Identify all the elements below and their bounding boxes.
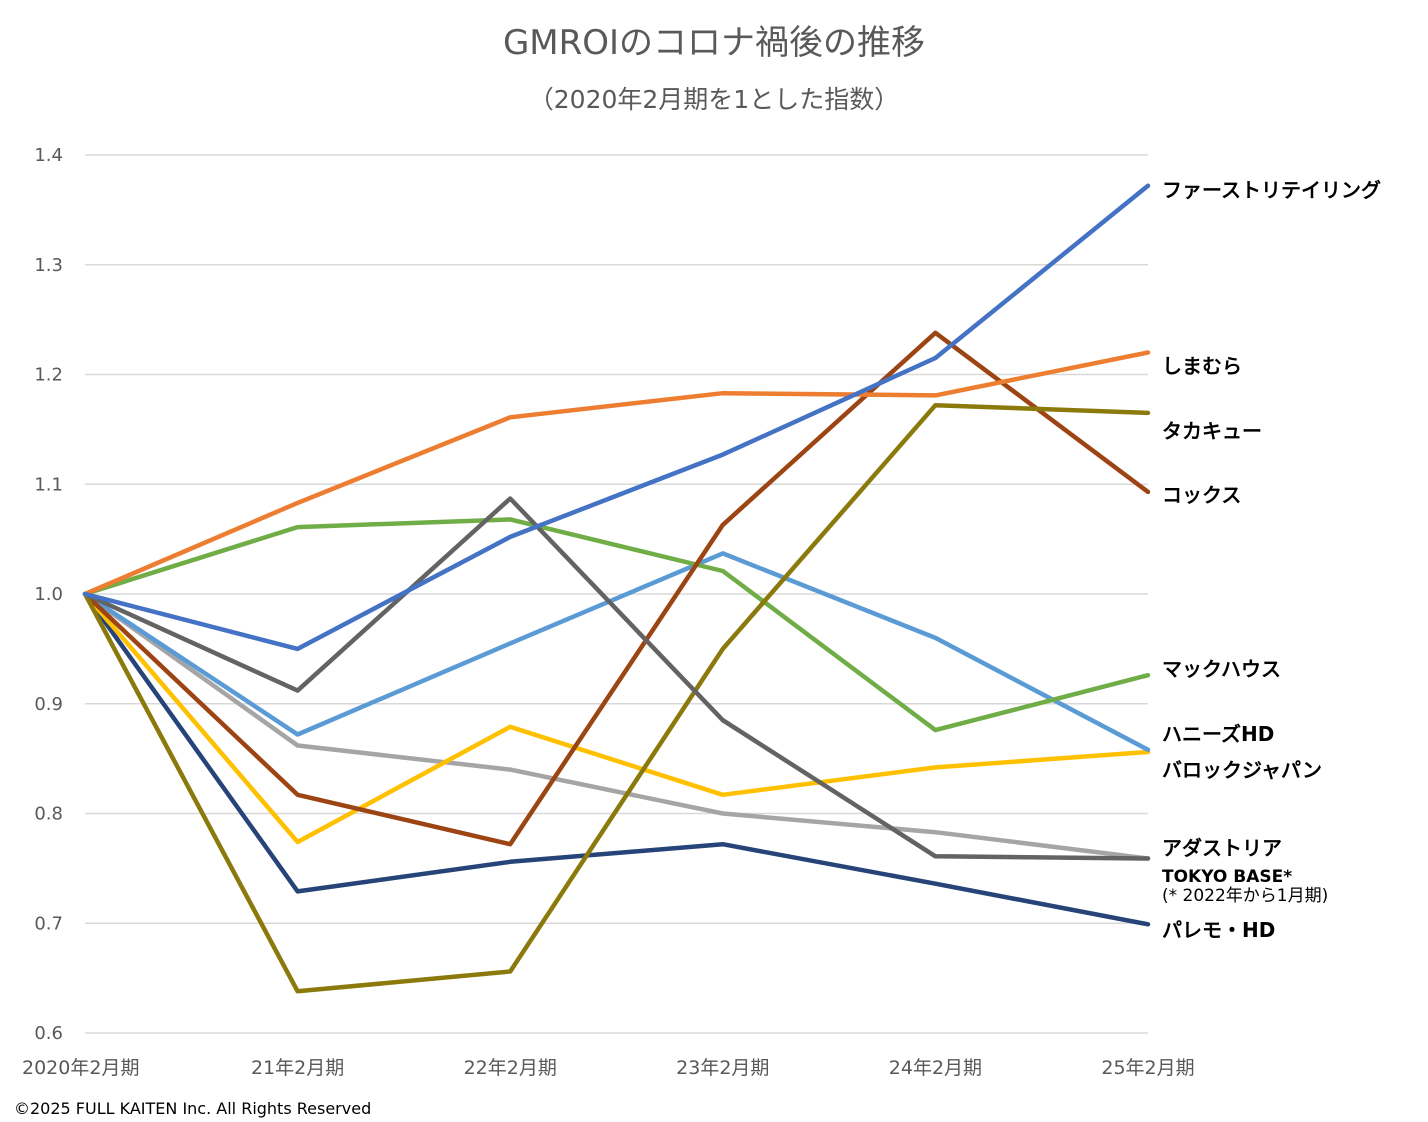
series-line-5 (82, 551, 1151, 753)
y-tick-label: 0.9 (34, 694, 63, 715)
copyright-notice: ©2025 FULL KAITEN Inc. All Rights Reserv… (14, 1099, 371, 1118)
x-tick-label: 24年2月期 (889, 1057, 982, 1079)
x-tick-label: 25年2月期 (1101, 1057, 1194, 1079)
series-line-1 (82, 350, 1151, 597)
footnote: (* 2022年から1月期) (1162, 886, 1328, 906)
x-tick-label: 21年2月期 (251, 1057, 344, 1079)
series-label-7: アダストリア (1162, 836, 1282, 860)
y-tick-label: 0.6 (34, 1023, 63, 1044)
y-tick-label: 0.7 (34, 913, 63, 934)
chart-subtitle: （2020年2月期を1とした指数） (529, 85, 899, 114)
series-label-2: タカキュー (1162, 419, 1262, 443)
series-line-8 (82, 496, 1151, 861)
gridlines (85, 154, 1148, 1034)
series-line-0 (82, 183, 1151, 652)
y-axis-ticks: 0.6 0.7 0.8 0.9 1.0 1.1 1.2 1.3 1.4 (34, 145, 63, 1044)
series-line-9 (82, 591, 1151, 927)
series-line-7 (82, 591, 1151, 861)
series-label-9: パレモ・HD (1162, 918, 1275, 942)
series-lines (82, 183, 1151, 994)
y-tick-label: 1.1 (34, 474, 63, 495)
series-line-6 (82, 591, 1151, 845)
series-label-6: バロックジャパン (1162, 758, 1322, 782)
y-tick-label: 1.3 (34, 255, 63, 276)
x-tick-label: 22年2月期 (464, 1057, 557, 1079)
series-line-4 (82, 517, 1151, 733)
series-label-5: ハニーズHD (1162, 722, 1274, 746)
x-tick-label: 23年2月期 (676, 1057, 769, 1079)
y-tick-label: 1.2 (34, 365, 63, 386)
series-line-2 (82, 402, 1151, 994)
y-tick-label: 0.8 (34, 804, 63, 825)
series-label-8: TOKYO BASE* (1162, 867, 1292, 887)
x-tick-label: 2020年2月期 (22, 1057, 139, 1079)
series-label-3: コックス (1162, 483, 1241, 507)
y-tick-label: 1.4 (34, 145, 63, 166)
series-line-3 (82, 330, 1151, 847)
x-axis-ticks: 2020年2月期 21年2月期 22年2月期 23年2月期 24年2月期 25年2月期 (22, 1057, 1195, 1079)
series-label-0: ファーストリテイリング (1162, 178, 1381, 202)
y-tick-label: 1.0 (34, 584, 63, 605)
chart-title: GMROIのコロナ禍後の推移 (503, 23, 925, 63)
series-label-4: マックハウス (1162, 657, 1281, 681)
series-label-1: しまむら (1162, 354, 1242, 378)
